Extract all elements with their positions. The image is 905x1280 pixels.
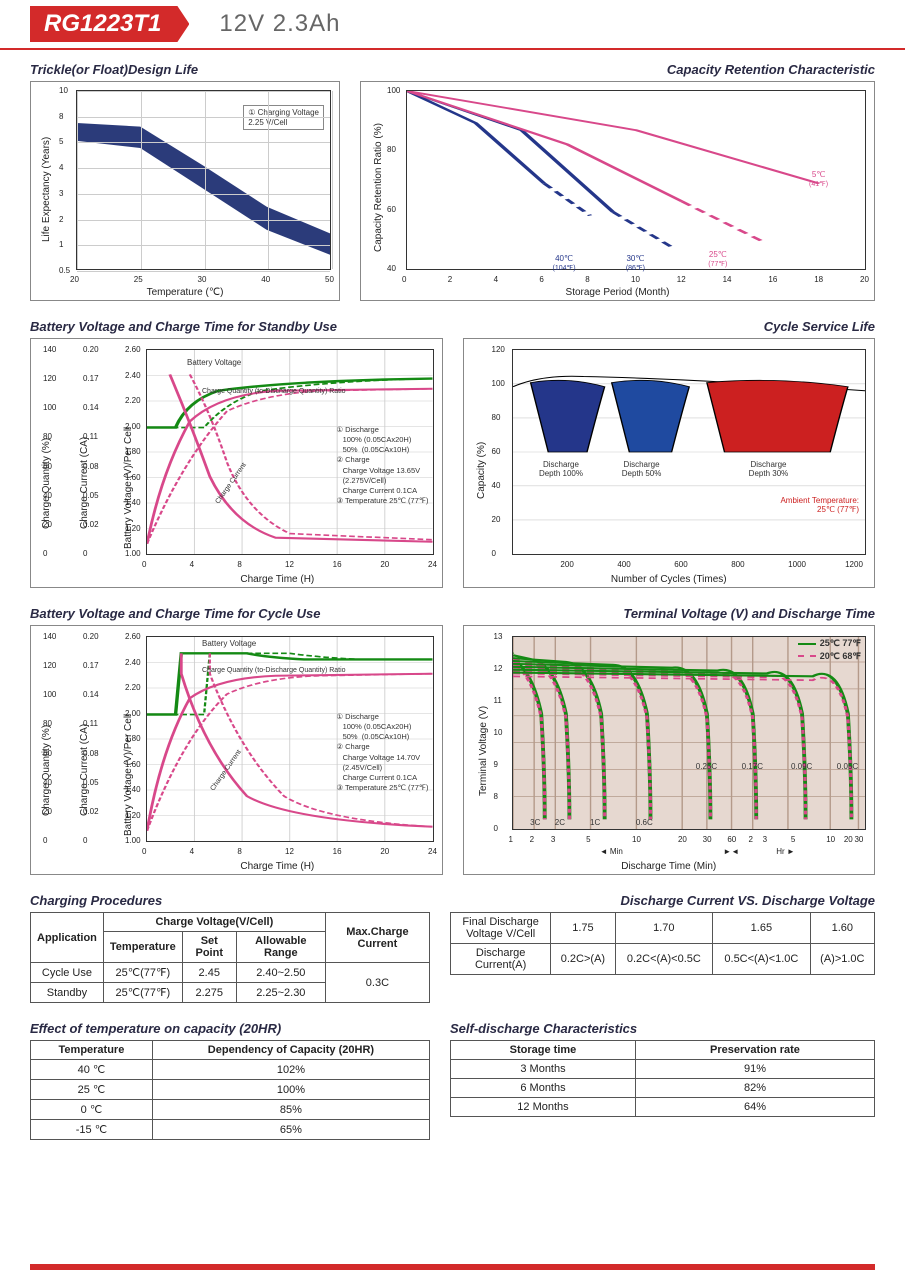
table-title-discharge-iv: Discharge Current VS. Discharge Voltage: [450, 893, 875, 908]
th-set: Set Point: [182, 932, 236, 963]
table-tempcap: TemperatureDependency of Capacity (20HR)…: [30, 1040, 430, 1140]
ylabel-terminal: Terminal Voltage (V): [478, 706, 489, 796]
table-selfdis: Storage timePreservation rate 3 Months91…: [450, 1040, 875, 1117]
th-range: Allowable Range: [236, 932, 325, 963]
chart-title-trickle: Trickle(or Float)Design Life: [30, 62, 340, 77]
chart-terminal: 25℃ 77℉20℃ 68℉ 3C2C1C0.6C0.25C0.17C0.09C…: [463, 625, 876, 875]
chart-trickle: ① Charging Voltage 2.25 V/Cell Life Expe…: [30, 81, 340, 301]
ylabel2-cycleuse: Charge Current (CA): [79, 724, 90, 816]
xlabel-trickle: Temperature (℃): [147, 287, 224, 298]
terminal-legend: 25℃ 77℉20℃ 68℉: [798, 637, 861, 662]
standby-info-box: ① Discharge 100% (0.05CAx20H) 50% (0.05C…: [336, 425, 428, 506]
table-discharge-iv: Final Discharge Voltage V/Cell 1.75 1.70…: [450, 912, 875, 975]
table-row: -15 ℃65%: [31, 1120, 430, 1140]
ylabel-trickle: Life Expectancy (Years): [41, 137, 52, 242]
chart-title-cyclelife: Cycle Service Life: [463, 319, 876, 334]
chart-title-terminal: Terminal Voltage (V) and Discharge Time: [463, 606, 876, 621]
table-row: 25 ℃100%: [31, 1080, 430, 1100]
product-spec: 12V 2.3Ah: [219, 10, 340, 38]
th-app: Application: [31, 913, 104, 963]
ylabel2-standby: Charge Current (CA): [79, 437, 90, 529]
chart-title-standby: Battery Voltage and Charge Time for Stan…: [30, 319, 443, 334]
table-title-tempcap: Effect of temperature on capacity (20HR): [30, 1021, 430, 1036]
table-row: 12 Months64%: [451, 1098, 875, 1117]
chart-standby: Battery Voltage Charge Quantity (to-Disc…: [30, 338, 443, 588]
table-row: Final Discharge Voltage V/Cell 1.75 1.70…: [451, 913, 875, 944]
table-row: 3 Months91%: [451, 1060, 875, 1079]
table-title-selfdis: Self-discharge Characteristics: [450, 1021, 875, 1036]
ylabel1-standby: Charge Quantity (%): [41, 438, 52, 529]
xlabel-cyclelife: Number of Cycles (Times): [611, 574, 727, 585]
table-row: 0 ℃85%: [31, 1100, 430, 1120]
chart-cycleuse: Battery Voltage Charge Quantity (to-Disc…: [30, 625, 443, 875]
ylabel-cyclelife: Capacity (%): [476, 442, 487, 499]
cycleuse-bv-label: Battery Voltage: [202, 639, 256, 648]
table-row: Cycle Use 25℃(77℉) 2.45 2.40~2.50 0.3C: [31, 963, 430, 983]
xlabel-cycleuse: Charge Time (H): [240, 861, 314, 872]
standby-bv-label: Battery Voltage: [187, 358, 241, 367]
th-cvc: Charge Voltage(V/Cell): [103, 913, 325, 932]
table-row: 6 Months82%: [451, 1079, 875, 1098]
th-max: Max.Charge Current: [325, 913, 429, 963]
table-charging: Application Charge Voltage(V/Cell) Max.C…: [30, 912, 430, 1003]
table-title-charging: Charging Procedures: [30, 893, 430, 908]
chart-title-cycleuse: Battery Voltage and Charge Time for Cycl…: [30, 606, 443, 621]
cyclelife-note: Ambient Temperature: 25℃ (77℉): [780, 496, 859, 514]
chart-title-retention: Capacity Retention Characteristic: [360, 62, 875, 77]
xlabel-standby: Charge Time (H): [240, 574, 314, 585]
cycleuse-cq-label: Charge Quantity (to-Discharge Quantity) …: [202, 667, 346, 674]
xlabel-terminal: Discharge Time (Min): [621, 861, 716, 872]
cycleuse-info-box: ① Discharge 100% (0.05CAx20H) 50% (0.05C…: [336, 712, 428, 793]
chart-cyclelife: Ambient Temperature: 25℃ (77℉) Discharge…: [463, 338, 876, 588]
th-temp: Temperature: [103, 932, 182, 963]
product-model-badge: RG1223T1: [30, 6, 189, 42]
ylabel-retention: Capacity Retention Ratio (%): [373, 123, 384, 252]
footer-accent-bar: [30, 1264, 875, 1270]
ylabel1-cycleuse: Charge Quantity (%): [41, 725, 52, 816]
xlabel-retention: Storage Period (Month): [566, 287, 670, 298]
standby-cq-label: Charge Quantity (to-Discharge Quantity) …: [202, 388, 346, 395]
table-row: 40 ℃102%: [31, 1060, 430, 1080]
chart-retention: Capacity Retention Ratio (%) Storage Per…: [360, 81, 875, 301]
page-header: RG1223T1 12V 2.3Ah: [0, 0, 905, 50]
table-row: Discharge Current(A) 0.2C>(A) 0.2C<(A)<0…: [451, 944, 875, 975]
